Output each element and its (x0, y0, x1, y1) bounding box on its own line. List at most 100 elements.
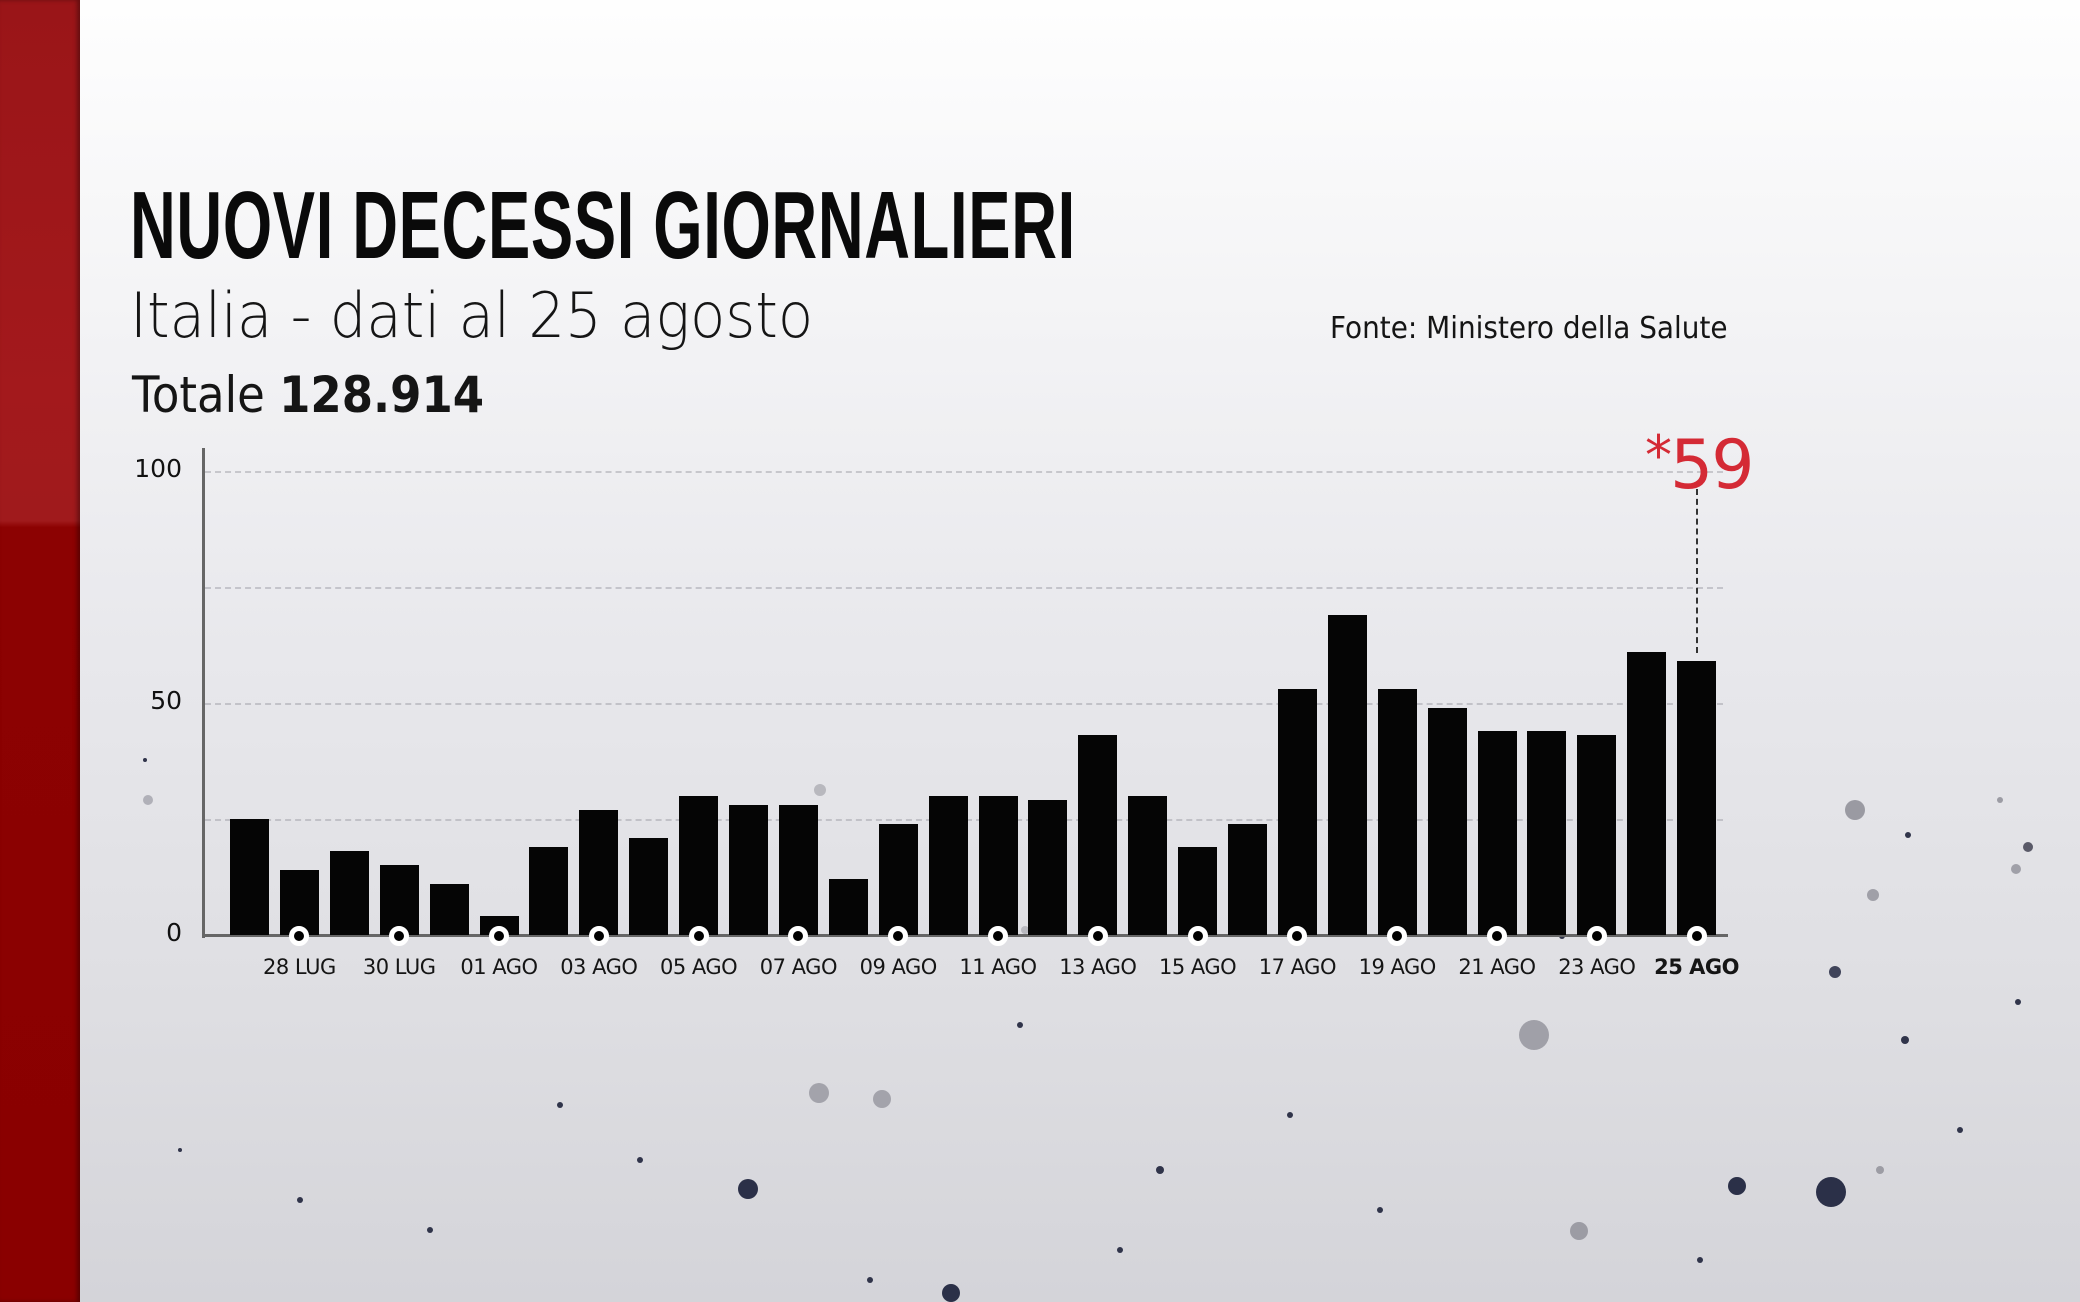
bar-24-ago (1627, 651, 1667, 935)
bar-11-ago (978, 795, 1018, 935)
particle-dot (1021, 926, 1029, 934)
particle-dot (297, 1197, 303, 1203)
particle-dot (1377, 1207, 1383, 1213)
gridline-75 (205, 587, 1723, 589)
annotation-value: 59 (1670, 426, 1755, 505)
chart-subtitle: Italia - dati al 25 agosto (130, 279, 814, 352)
y-tick-label: 50 (150, 686, 182, 715)
date-marker-icon (688, 926, 709, 946)
bar-16-ago (1228, 823, 1267, 935)
bar-15-ago (1178, 846, 1218, 935)
x-tick-label: 09 AGO (859, 955, 938, 979)
date-marker-icon (888, 926, 909, 946)
particle-dot (1570, 1222, 1588, 1240)
bar-09-ago (878, 823, 918, 935)
bar-18-ago (1327, 614, 1367, 935)
particle-dot (427, 1227, 433, 1233)
x-tick-label: 28 LUG (263, 955, 336, 979)
bar-06-ago (729, 805, 768, 935)
particle-dot (873, 1090, 891, 1108)
date-marker-icon (1087, 926, 1108, 946)
particle-dot (2023, 842, 2033, 852)
particle-dot (143, 795, 153, 805)
particle-dot (814, 784, 826, 796)
date-marker-icon (1387, 926, 1408, 946)
date-marker-icon (1586, 926, 1607, 946)
date-marker-icon (1487, 926, 1507, 946)
particle-dot (738, 1179, 758, 1199)
particle-dot (1957, 1127, 1963, 1133)
annotation-label: *59 (1645, 416, 1755, 506)
particle-dot (1156, 1166, 1164, 1174)
bar-27-lug (230, 819, 269, 935)
date-marker-icon (788, 926, 809, 946)
particle-dot (1829, 966, 1841, 978)
particle-dot (1901, 1036, 1909, 1044)
particle-dot (809, 1083, 829, 1103)
bar-12-ago (1028, 800, 1068, 935)
bar-07-ago (778, 805, 818, 935)
bar-22-ago (1527, 730, 1567, 935)
bar-17-ago (1277, 689, 1317, 935)
total-value: 128.914 (279, 366, 485, 424)
particle-dot (1697, 1257, 1703, 1263)
total-label: Totale (132, 366, 265, 424)
x-tick-label: 17 AGO (1258, 955, 1337, 979)
x-tick-label: 01 AGO (460, 955, 538, 979)
particle-dot (867, 1277, 873, 1283)
particle-dot (1867, 889, 1879, 901)
particle-dot (143, 758, 147, 762)
x-tick-label: 15 AGO (1158, 955, 1237, 979)
bar-10-ago (928, 795, 968, 935)
x-tick-label: 11 AGO (959, 955, 1037, 979)
particle-dot (557, 1102, 563, 1108)
bar-25-ago (1677, 661, 1717, 935)
x-tick-label: 30 LUG (362, 955, 436, 979)
x-axis (202, 934, 1728, 937)
y-axis (202, 448, 205, 938)
total-deaths: Totale 128.914 (132, 366, 484, 424)
particle-dot (1876, 1166, 1884, 1174)
x-tick-label: 05 AGO (659, 955, 738, 979)
date-marker-icon (389, 926, 410, 946)
y-tick-label: 100 (134, 454, 182, 483)
date-marker-icon (588, 926, 609, 946)
bar-05-ago (679, 795, 719, 935)
particle-dot (637, 1157, 643, 1163)
gridline-100 (205, 471, 1723, 473)
bar-23-ago (1577, 735, 1617, 935)
x-tick-label: 07 AGO (759, 955, 838, 979)
bar-21-ago (1477, 730, 1517, 935)
x-tick-label: 03 AGO (560, 955, 638, 979)
bar-03-ago (579, 809, 619, 935)
bar-04-ago (629, 837, 669, 935)
particle-dot (2015, 999, 2021, 1005)
bar-29-lug (329, 851, 369, 935)
y-tick-label: 0 (166, 918, 182, 947)
particle-dot (1905, 832, 1911, 838)
bar-14-ago (1128, 795, 1168, 935)
x-tick-label: 13 AGO (1059, 955, 1137, 979)
bar-28-lug (279, 870, 319, 935)
annotation-leader-line (1696, 489, 1698, 653)
date-marker-icon (1287, 926, 1308, 946)
particle-dot (1845, 800, 1865, 820)
date-marker-icon (988, 926, 1008, 946)
bar-20-ago (1427, 707, 1467, 935)
date-marker-icon (289, 926, 310, 946)
particle-dot (1117, 1247, 1123, 1253)
gridline-50 (205, 703, 1723, 705)
bar-13-ago (1078, 735, 1118, 935)
date-marker-icon (1686, 926, 1707, 946)
data-source: Fonte: Ministero della Salute (1330, 311, 1728, 346)
annotation-star: * (1645, 424, 1672, 487)
bar-02-ago (529, 846, 569, 935)
particle-dot (2011, 864, 2021, 874)
particle-dot (942, 1284, 960, 1302)
x-tick-label: 25 AGO (1654, 955, 1740, 979)
bar-08-ago (828, 879, 868, 935)
particle-dot (1816, 1177, 1846, 1207)
particle-dot (1997, 797, 2003, 803)
particle-dot (178, 1148, 182, 1152)
